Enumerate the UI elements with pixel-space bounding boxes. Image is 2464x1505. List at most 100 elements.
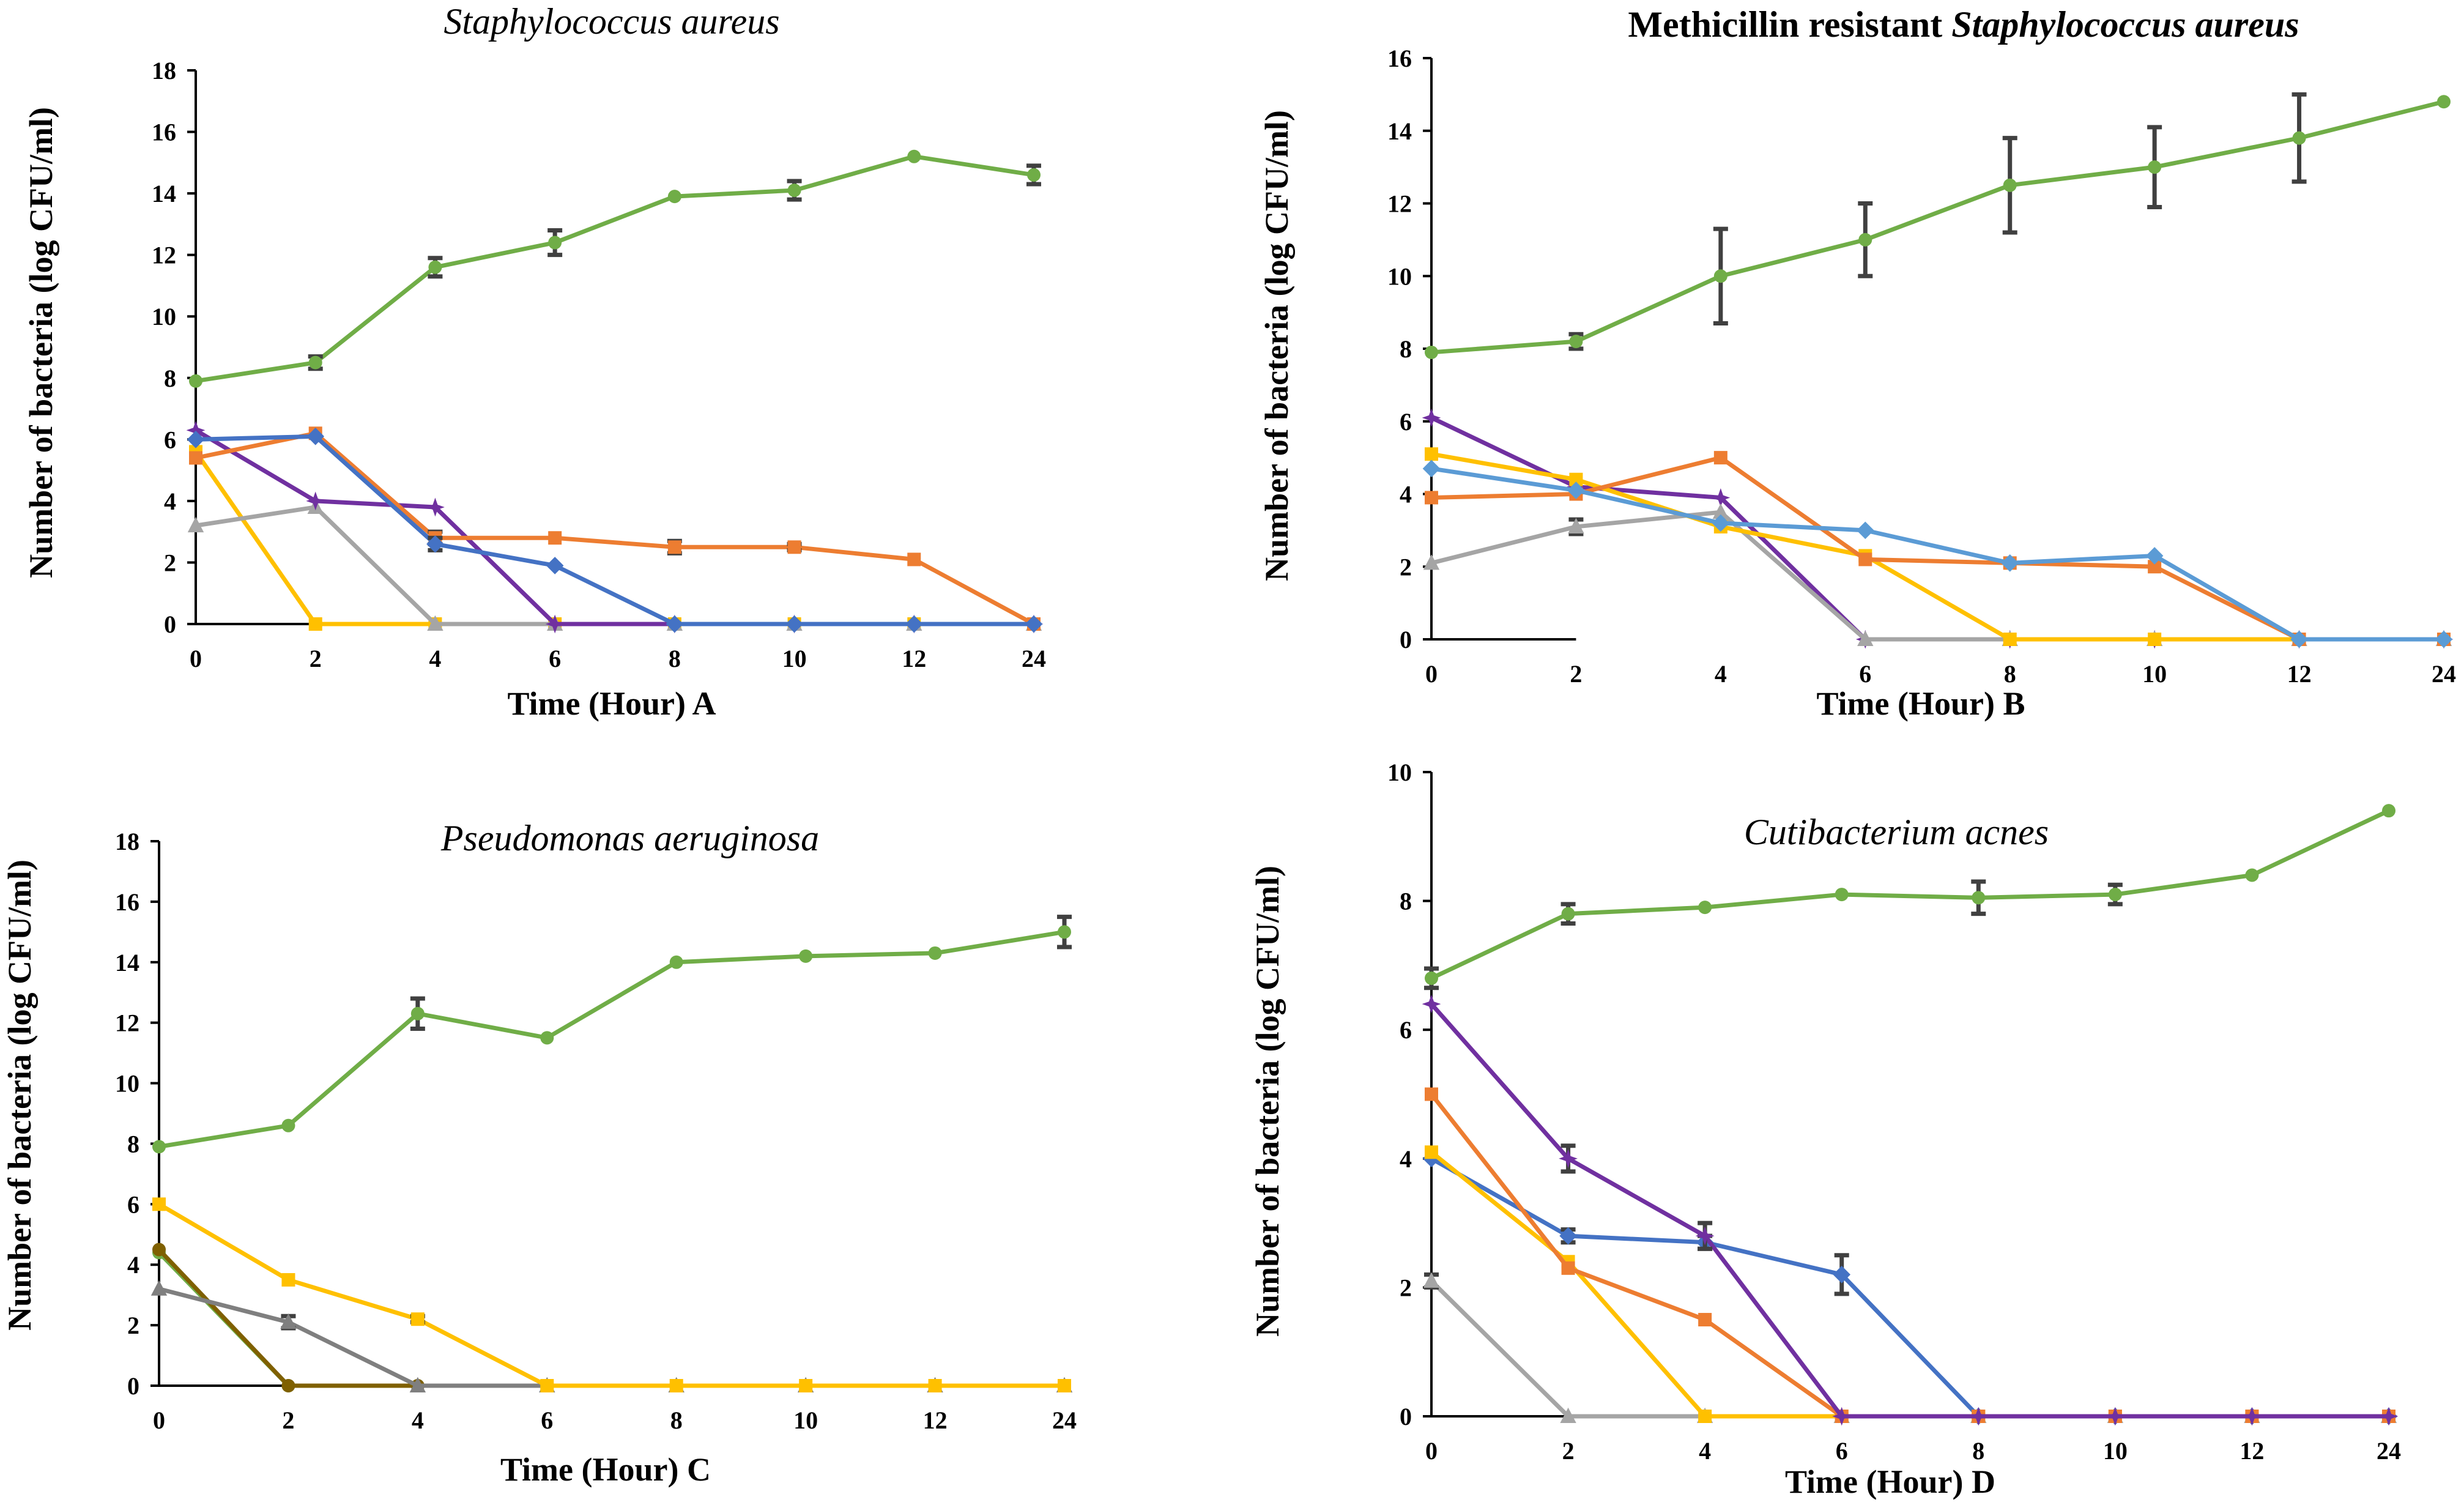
data-point <box>1712 503 1729 519</box>
data-point <box>189 451 202 465</box>
data-point <box>280 1313 297 1329</box>
series-line <box>193 449 1036 626</box>
data-point <box>1832 1407 1852 1426</box>
y-tick-label: 4 <box>1400 481 1412 508</box>
series-yellow <box>1425 1145 2395 1423</box>
x-tick-label: 24 <box>2432 660 2456 688</box>
data-point <box>787 184 801 198</box>
data-point <box>2148 560 2162 574</box>
series-green <box>1424 804 2395 990</box>
data-point <box>666 615 684 633</box>
x-tick-label: 2 <box>310 645 322 672</box>
y-tick-label: 2 <box>1400 553 1412 581</box>
series-blue <box>187 428 1043 633</box>
data-point <box>2245 868 2259 882</box>
data-point <box>410 1312 425 1326</box>
data-point <box>799 949 813 963</box>
y-tick-label: 10 <box>1387 759 1412 786</box>
y-tick-label: 0 <box>1400 1403 1412 1430</box>
series-line <box>1429 466 2446 642</box>
data-point <box>1695 1226 1715 1246</box>
data-point <box>1698 1313 1712 1327</box>
data-point <box>187 431 205 448</box>
panel-d-x-axis-label: Time (Hour) D <box>1785 1463 1995 1500</box>
data-point <box>1425 491 1438 505</box>
x-tick-label: 12 <box>2239 1437 2264 1465</box>
data-point <box>1698 901 1712 915</box>
series-purple <box>1422 994 2399 1426</box>
panel-a-y-axis-label: Number of bacteria (log CFU/ml) <box>23 107 59 578</box>
y-tick-label: 14 <box>152 180 176 207</box>
data-point <box>1425 1087 1438 1101</box>
data-point <box>785 615 803 633</box>
data-point <box>540 1379 554 1392</box>
data-point <box>1058 925 1071 939</box>
x-tick-label: 24 <box>2377 1437 2401 1465</box>
data-point <box>2003 178 2017 192</box>
y-tick-label: 0 <box>127 1372 139 1400</box>
data-point <box>1858 232 1872 247</box>
x-tick-label: 2 <box>1570 660 1582 688</box>
panel-b-y-axis-label: Number of bacteria (log CFU/ml) <box>1258 110 1295 581</box>
data-point <box>2108 888 2122 902</box>
data-point <box>1969 1407 1988 1426</box>
data-point <box>1972 891 1986 905</box>
data-point <box>928 1379 942 1392</box>
data-point <box>928 946 942 960</box>
data-point <box>2145 547 2164 565</box>
panel-a-x-axis-label: Time (Hour) A <box>508 685 716 722</box>
data-point <box>2148 633 2162 646</box>
x-tick-label: 12 <box>923 1407 948 1434</box>
series-yellow <box>152 1197 1071 1392</box>
x-tick-label: 10 <box>2142 660 2167 688</box>
y-tick-label: 2 <box>127 1312 139 1339</box>
series-yellow <box>189 445 1041 631</box>
data-point <box>548 236 562 250</box>
data-point <box>1025 615 1043 633</box>
y-tick-label: 8 <box>164 365 176 392</box>
x-tick-label: 0 <box>190 645 202 672</box>
series-orange <box>189 426 1041 631</box>
y-tick-label: 12 <box>1387 190 1412 218</box>
data-point <box>2001 554 2019 572</box>
x-tick-label: 10 <box>2103 1437 2128 1465</box>
data-point <box>426 497 445 517</box>
data-point <box>2003 633 2017 646</box>
series-lightblue <box>1422 459 2453 648</box>
data-point <box>1423 1272 1440 1288</box>
x-tick-label: 4 <box>429 645 441 672</box>
series-line <box>1429 1001 2391 1419</box>
series-line <box>157 1202 1067 1388</box>
y-tick-label: 2 <box>164 549 176 576</box>
x-tick-label: 2 <box>1562 1437 1575 1465</box>
data-point <box>281 1118 295 1132</box>
data-point <box>1858 552 1872 567</box>
data-point <box>669 955 683 969</box>
x-tick-label: 6 <box>541 1407 553 1434</box>
data-point <box>799 1379 813 1392</box>
data-point <box>1857 630 1874 646</box>
data-point <box>1712 514 1730 532</box>
y-tick-label: 2 <box>1400 1274 1412 1301</box>
series-line <box>1429 808 2391 981</box>
panel-c-title: Pseudomonas aeruginosa <box>440 818 819 858</box>
y-tick-label: 6 <box>1400 1016 1412 1044</box>
panel-c-y-axis-label: Number of bacteria (log CFU/ml) <box>1 860 38 1331</box>
series-line <box>157 929 1067 1149</box>
panel-b-title-italic: Staphylococcus aureus <box>1951 4 2299 45</box>
x-tick-label: 4 <box>1715 660 1727 688</box>
series-blue <box>1422 1150 2398 1425</box>
series-line <box>1429 415 2446 642</box>
data-point <box>905 615 923 633</box>
data-point <box>2435 630 2453 648</box>
series-line <box>1429 1156 2391 1419</box>
data-point <box>1711 488 1731 507</box>
series-line <box>1429 1092 2391 1419</box>
x-tick-label: 0 <box>1425 1437 1438 1465</box>
data-point <box>426 535 444 553</box>
x-tick-label: 8 <box>669 645 681 672</box>
data-point <box>1835 888 1849 902</box>
data-point <box>306 491 325 511</box>
data-point <box>546 557 564 574</box>
